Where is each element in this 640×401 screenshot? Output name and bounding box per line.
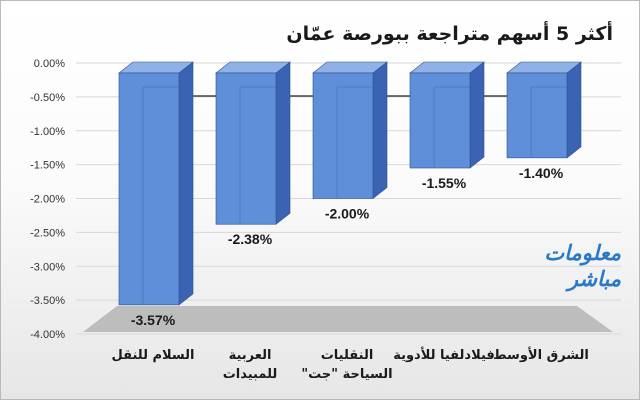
data-label: -2.00%	[325, 206, 370, 222]
y-tick-label: -0.50%	[30, 92, 65, 104]
category-label: العربية	[229, 348, 272, 363]
logo: معلومات مباشر	[513, 241, 621, 305]
y-tick-label: -1.00%	[30, 126, 65, 138]
data-label: -1.40%	[519, 165, 564, 181]
bar	[312, 72, 374, 199]
data-label: -2.38%	[228, 231, 273, 247]
category-label: النقليات	[321, 348, 374, 363]
bar	[506, 72, 568, 159]
chart-floor	[83, 306, 613, 332]
bar-side	[372, 61, 388, 200]
data-label: -3.57%	[131, 312, 176, 328]
y-tick-label: -3.50%	[30, 295, 65, 307]
bar-side	[566, 61, 582, 159]
category-label: فيلادلفيا للأدوية	[393, 346, 495, 363]
bar	[215, 72, 277, 225]
y-tick-label: -2.50%	[30, 227, 65, 239]
logo-line-1: معلومات	[544, 241, 621, 265]
category-label: السياحة "جت"	[301, 367, 392, 382]
chart-title: أكثر 5 أسهم متراجعة ببورصة عمّان	[286, 23, 613, 45]
y-tick-label: -1.50%	[30, 160, 65, 172]
y-tick-label: -2.00%	[30, 194, 65, 206]
bar-side	[178, 61, 194, 306]
bar	[118, 72, 180, 306]
category-label: للمبيدات	[223, 367, 278, 382]
y-tick-label: -4.00%	[30, 329, 65, 341]
bar	[409, 72, 471, 169]
bar-side	[275, 61, 291, 225]
logo-line-2: مباشر	[567, 267, 621, 291]
y-tick-label: -3.00%	[30, 261, 65, 273]
category-label: الشرق الأوسط	[493, 346, 589, 363]
y-tick-label: 0.00%	[34, 58, 65, 70]
bar-side	[469, 61, 485, 169]
data-label: -1.55%	[422, 175, 467, 191]
category-label: السلام للنقل	[112, 348, 195, 363]
